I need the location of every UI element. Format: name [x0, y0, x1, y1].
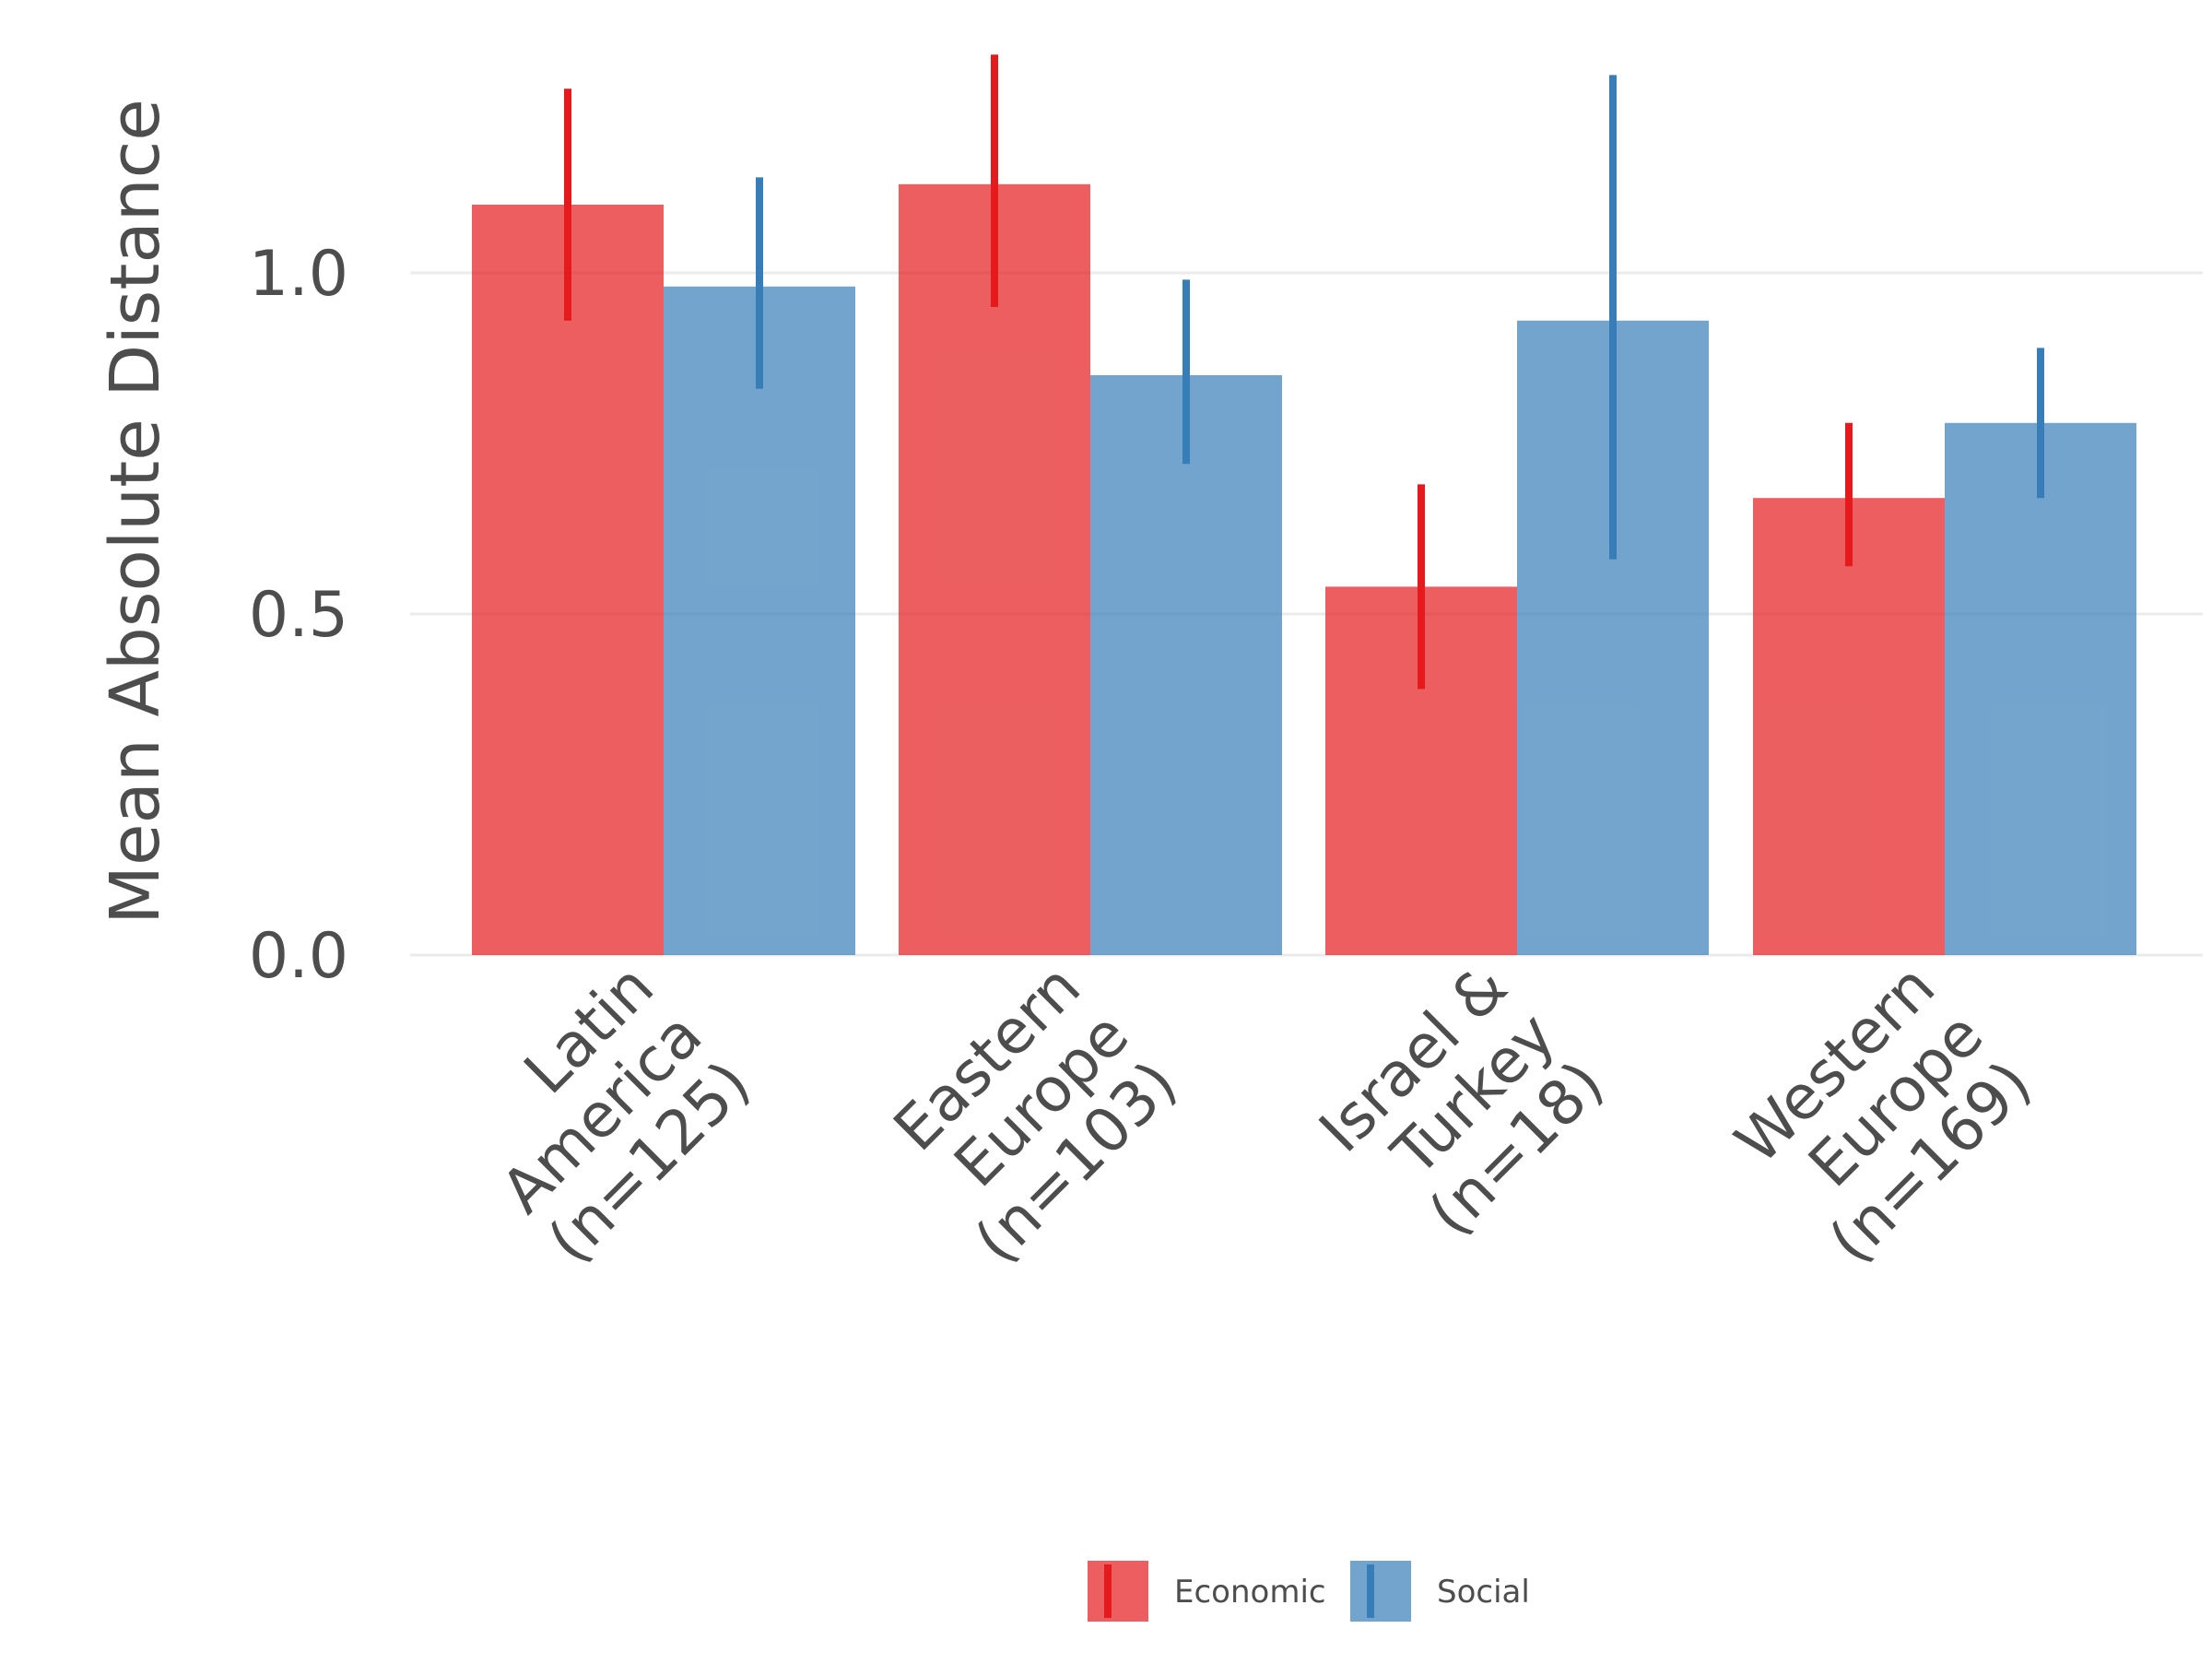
y-tick-label: 0.5 — [249, 579, 348, 652]
y-tick-label: 1.0 — [249, 238, 348, 311]
legend-key-economic — [1088, 1561, 1148, 1622]
legend-key-social — [1350, 1561, 1411, 1622]
legend-label-economic: Economic — [1174, 1574, 1326, 1611]
legend-label-social: Social — [1437, 1574, 1530, 1611]
legend: Economic Social — [1088, 1561, 1530, 1622]
y-tick-labels: 0.0 0.5 1.0 — [249, 238, 348, 993]
bar-economic — [899, 183, 1090, 956]
bars — [472, 183, 2136, 956]
bar-economic — [1753, 498, 1945, 955]
x-tick-label: Israel &Turkey(n=18) — [1306, 951, 1618, 1250]
y-axis-title: Mean Absolute Distance — [96, 99, 175, 925]
y-tick-label: 0.0 — [249, 920, 348, 993]
bar-social — [1945, 422, 2136, 955]
bar-economic — [472, 205, 664, 955]
error-bars — [564, 54, 2044, 690]
bar-social — [1090, 375, 1282, 955]
bar-social — [664, 286, 855, 955]
